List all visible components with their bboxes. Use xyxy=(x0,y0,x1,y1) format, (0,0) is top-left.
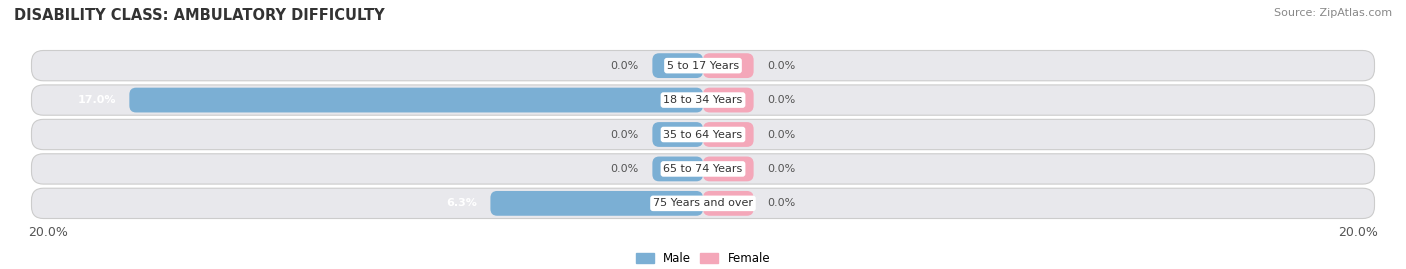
Text: 0.0%: 0.0% xyxy=(610,129,638,140)
Text: 35 to 64 Years: 35 to 64 Years xyxy=(664,129,742,140)
Text: 0.0%: 0.0% xyxy=(768,95,796,105)
FancyBboxPatch shape xyxy=(491,191,703,216)
Text: 0.0%: 0.0% xyxy=(768,129,796,140)
FancyBboxPatch shape xyxy=(31,51,1375,81)
Text: 0.0%: 0.0% xyxy=(610,61,638,71)
Text: 5 to 17 Years: 5 to 17 Years xyxy=(666,61,740,71)
FancyBboxPatch shape xyxy=(703,122,754,147)
FancyBboxPatch shape xyxy=(652,157,703,181)
Text: 20.0%: 20.0% xyxy=(28,226,67,239)
Text: 0.0%: 0.0% xyxy=(768,164,796,174)
Text: 0.0%: 0.0% xyxy=(610,164,638,174)
Text: 0.0%: 0.0% xyxy=(768,61,796,71)
Text: DISABILITY CLASS: AMBULATORY DIFFICULTY: DISABILITY CLASS: AMBULATORY DIFFICULTY xyxy=(14,8,385,23)
Text: 0.0%: 0.0% xyxy=(768,198,796,208)
FancyBboxPatch shape xyxy=(703,157,754,181)
FancyBboxPatch shape xyxy=(129,88,703,112)
Text: 65 to 74 Years: 65 to 74 Years xyxy=(664,164,742,174)
Text: 75 Years and over: 75 Years and over xyxy=(652,198,754,208)
FancyBboxPatch shape xyxy=(703,88,754,112)
FancyBboxPatch shape xyxy=(31,85,1375,115)
Text: 20.0%: 20.0% xyxy=(1339,226,1378,239)
Text: Source: ZipAtlas.com: Source: ZipAtlas.com xyxy=(1274,8,1392,18)
FancyBboxPatch shape xyxy=(652,53,703,78)
FancyBboxPatch shape xyxy=(652,122,703,147)
FancyBboxPatch shape xyxy=(703,191,754,216)
FancyBboxPatch shape xyxy=(703,53,754,78)
FancyBboxPatch shape xyxy=(31,188,1375,218)
FancyBboxPatch shape xyxy=(31,154,1375,184)
Text: 17.0%: 17.0% xyxy=(77,95,115,105)
FancyBboxPatch shape xyxy=(31,119,1375,150)
Legend: Male, Female: Male, Female xyxy=(631,247,775,269)
Text: 6.3%: 6.3% xyxy=(446,198,477,208)
Text: 18 to 34 Years: 18 to 34 Years xyxy=(664,95,742,105)
